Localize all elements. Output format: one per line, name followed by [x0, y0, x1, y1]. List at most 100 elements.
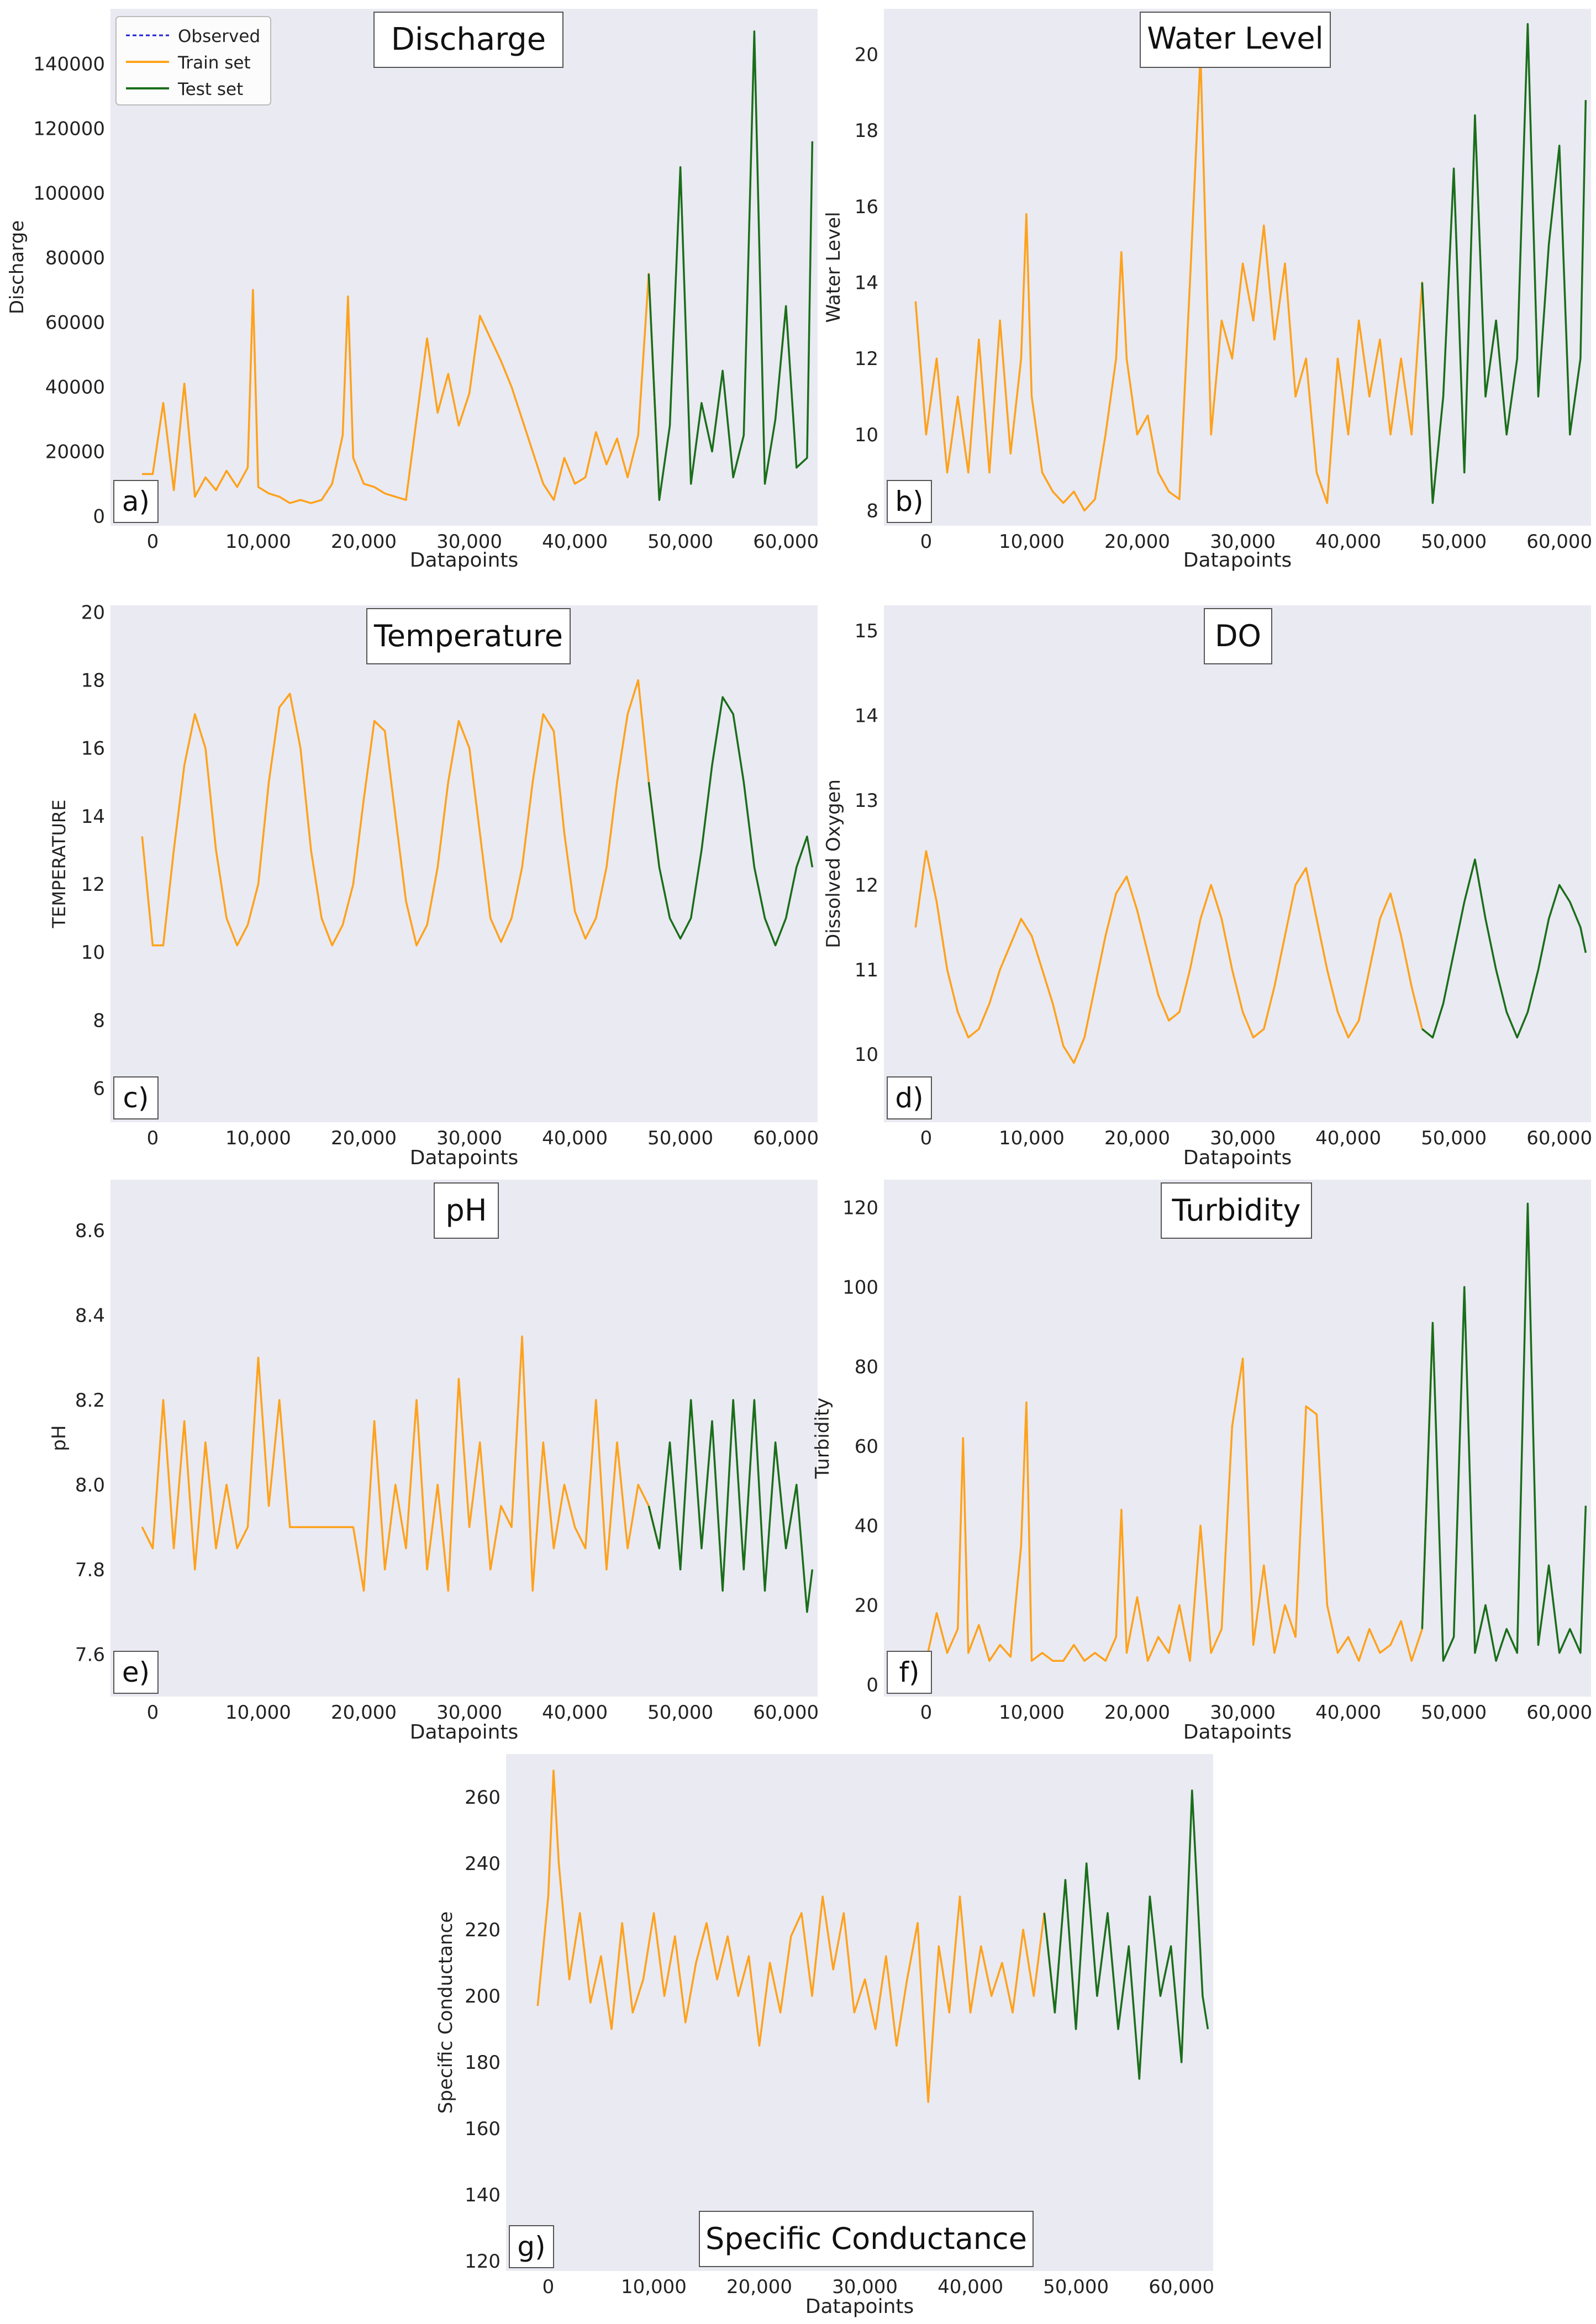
discharge-panel: 020000400006000080000100000120000140000 …: [6, 9, 819, 572]
y-tick-label: 0: [866, 1674, 878, 1696]
panel-letter: d): [895, 1082, 923, 1114]
x-tick-label: 50,000: [1421, 1702, 1487, 1724]
y-tick-label: 8.6: [75, 1220, 105, 1242]
x-tick-label: 30,000: [832, 2276, 898, 2298]
y-tick-label: 7.8: [75, 1559, 105, 1581]
panel-letter-box: [509, 2225, 554, 2268]
x-axis-label: Datapoints: [1183, 1147, 1292, 1169]
panel-letter-box: [887, 1651, 932, 1694]
y-tick-label: 0: [93, 505, 105, 527]
y-tick-label: 8.0: [75, 1474, 105, 1496]
x-tick-label: 20,000: [1104, 1127, 1170, 1149]
x-tick-label: 40,000: [542, 531, 608, 553]
y-tick-label: 40000: [45, 376, 105, 398]
x-tick-label: 10,000: [225, 1702, 291, 1724]
y-tick-label: 14: [81, 806, 105, 828]
y-tick-label: 20000: [45, 441, 105, 463]
title-box: [434, 1182, 499, 1239]
series-layer: [914, 850, 1587, 1064]
y-tick-label: 8.4: [75, 1305, 105, 1327]
x-tick-label: 40,000: [542, 1127, 608, 1149]
x-tick-label: 0: [147, 1127, 159, 1149]
y-tick-label: 14: [855, 705, 878, 727]
series-layer: [141, 1335, 814, 1613]
x-tick-label: 60,000: [753, 531, 819, 553]
test-series-line: [1421, 858, 1587, 1039]
x-tick-label: 30,000: [436, 1702, 502, 1724]
x-tick-label: 0: [920, 531, 933, 553]
ph-panel: 7.6 7.8 8.0 8.2 8.4 8.6 0 10,000 20,000 30,000 40…: [48, 1180, 819, 1744]
panel-title: Specific Conductance: [705, 2221, 1027, 2256]
panel-letter-box: [113, 1651, 159, 1694]
y-tick-labels: 10 11 12 13 14 15: [855, 620, 878, 1066]
y-tick-label: 140: [465, 2184, 501, 2206]
x-tick-label: 0: [147, 1702, 159, 1724]
y-tick-label: 20: [81, 601, 105, 624]
panel-title: Discharge: [391, 22, 546, 57]
test-series-line: [647, 696, 814, 947]
x-tick-labels: 0 10,000 20,000 30,000 40,000 50,000 60,000: [920, 1702, 1593, 1724]
x-tick-label: 10,000: [225, 531, 291, 553]
x-tick-label: 0: [920, 1702, 933, 1724]
y-axis-label: Dissolved Oxygen: [823, 779, 845, 948]
x-axis-label: Datapoints: [1183, 1721, 1292, 1744]
train-series-line: [915, 1323, 1434, 1662]
series-layer: [141, 679, 814, 947]
title-box: [373, 12, 563, 68]
y-tick-label: 80000: [45, 247, 105, 269]
panel-title: Temperature: [373, 619, 563, 653]
y-tick-label: 10: [855, 424, 878, 446]
x-axis-label: Datapoints: [410, 1147, 519, 1169]
x-tick-label: 30,000: [436, 1127, 502, 1149]
plot-area: [110, 605, 818, 1122]
y-tick-label: 140000: [33, 53, 105, 75]
y-tick-label: 12: [81, 874, 105, 896]
y-tick-label: 100000: [33, 182, 105, 204]
panel-title: Turbidity: [1172, 1193, 1301, 1228]
dissolved-oxygen-panel: 10 11 12 13 14 15 0 10,000 20,000 30,000 40,000 50…: [823, 605, 1592, 1169]
panel-letter: b): [895, 485, 923, 517]
test-series-line: [647, 30, 814, 501]
y-tick-label: 240: [465, 1853, 501, 1875]
y-tick-label: 16: [855, 196, 878, 218]
y-tick-labels: 7.6 7.8 8.0 8.2 8.4 8.6: [75, 1220, 105, 1666]
title-box: [1140, 12, 1331, 68]
x-tick-label: 30,000: [1210, 1127, 1276, 1149]
x-axis-label: Datapoints: [1183, 549, 1292, 572]
test-series-line: [1421, 23, 1587, 504]
panel-title: Water Level: [1147, 21, 1323, 56]
plot-area: [884, 1180, 1591, 1697]
test-series-line: [1421, 1202, 1587, 1662]
title-box: [1161, 1182, 1312, 1239]
turbidity-panel: 0 20 40 60 80 100 120 0 10,000 20,000 30,000 40,00…: [812, 1180, 1592, 1744]
x-tick-label: 40,000: [1315, 531, 1381, 553]
specific-conductance-panel: 120 140 160 180 200 220 240 260 0 10,000 20,000 30…: [435, 1754, 1214, 2318]
y-tick-label: 220: [465, 1919, 501, 1941]
x-tick-label: 50,000: [647, 1702, 713, 1724]
test-series-line: [1043, 1789, 1209, 2080]
y-tick-label: 8: [866, 500, 878, 522]
x-axis-label: Datapoints: [805, 2295, 914, 2318]
y-tick-label: 7.6: [75, 1644, 105, 1666]
x-tick-label: 10,000: [999, 531, 1065, 553]
y-tick-labels: 0 20000 40000 60000 80000 100000 120000 140000: [33, 53, 105, 527]
x-tick-label: 0: [920, 1127, 933, 1149]
plot-area: [110, 1180, 818, 1697]
y-tick-label: 14: [855, 272, 878, 294]
y-tick-label: 16: [81, 738, 105, 760]
y-tick-label: 40: [855, 1515, 878, 1537]
y-tick-label: 6: [93, 1078, 105, 1100]
x-tick-label: 10,000: [621, 2276, 687, 2298]
y-axis-label: pH: [48, 1425, 70, 1451]
y-tick-label: 80: [855, 1356, 878, 1378]
title-box: [699, 2211, 1034, 2267]
panel-letter: c): [123, 1082, 149, 1114]
panel-letter: g): [517, 2231, 545, 2263]
x-tick-labels: 0 10,000 20,000 30,000 40,000 50,000 60,000: [147, 531, 819, 553]
y-tick-label: 13: [855, 790, 878, 812]
y-tick-label: 12: [855, 874, 878, 896]
panel-title: DO: [1215, 619, 1261, 653]
x-tick-label: 20,000: [726, 2276, 792, 2298]
panel-letter-box: [113, 480, 159, 523]
